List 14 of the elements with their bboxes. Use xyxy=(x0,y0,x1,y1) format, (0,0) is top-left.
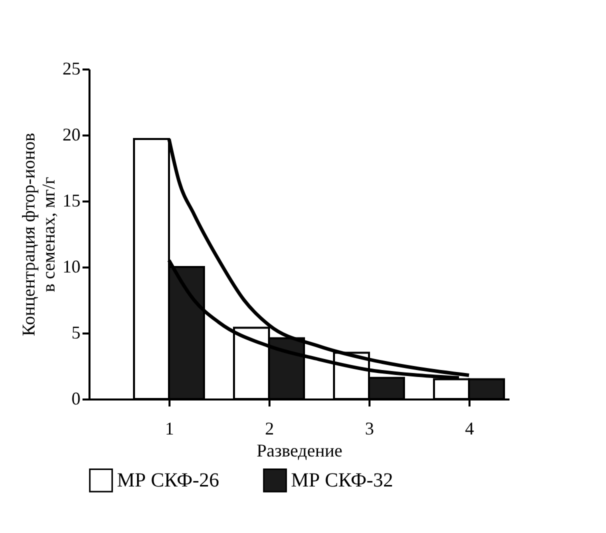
y-tick-label: 10 xyxy=(62,256,80,276)
y-tick-label: 25 xyxy=(62,58,80,78)
y-axis-title: Концентрация фтор-ионов в семенах, мг/г xyxy=(18,132,58,336)
legend-label: МР СКФ-26 xyxy=(117,469,220,492)
legend-label: МР СКФ-32 xyxy=(291,469,394,492)
x-axis-title: Разведение xyxy=(256,440,342,460)
y-tick-label: 5 xyxy=(72,322,80,342)
x-tick-label: 4 xyxy=(465,418,474,438)
y-tick-label: 15 xyxy=(62,190,80,210)
y-tick-label: 0 xyxy=(72,388,80,408)
y-tick-label: 20 xyxy=(62,124,80,144)
x-tick-label: 2 xyxy=(265,418,274,438)
x-tick-label: 3 xyxy=(365,418,374,438)
x-tick-label: 1 xyxy=(165,418,174,438)
